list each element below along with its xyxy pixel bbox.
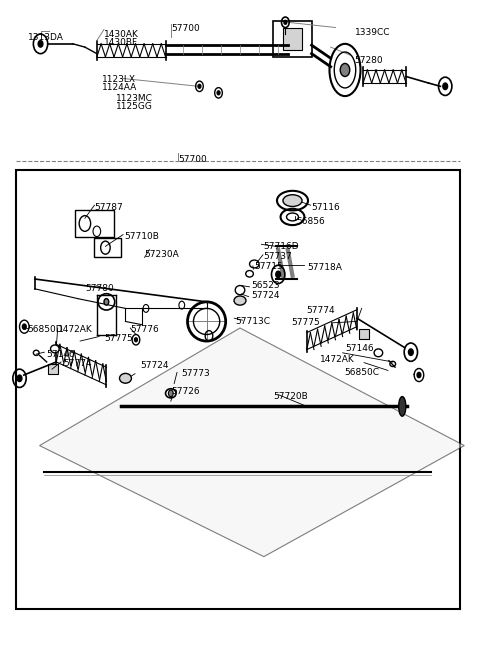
Text: 57230A: 57230A [144, 250, 180, 258]
Text: 57737: 57737 [263, 252, 292, 260]
Text: 57724: 57724 [141, 361, 169, 370]
Circle shape [104, 298, 109, 305]
Circle shape [276, 271, 281, 277]
Circle shape [284, 20, 287, 24]
Bar [48, 364, 58, 374]
Text: 1123MC: 1123MC [116, 94, 153, 102]
Text: 1124AA: 1124AA [102, 83, 137, 92]
Text: 57724: 57724 [251, 291, 279, 300]
Text: 57713C: 57713C [235, 317, 270, 326]
Circle shape [38, 41, 43, 47]
Text: 57715: 57715 [254, 262, 283, 271]
Text: 57146: 57146 [47, 350, 75, 359]
Ellipse shape [283, 195, 302, 207]
Text: 57700: 57700 [178, 155, 207, 164]
Text: 56850C: 56850C [344, 368, 379, 377]
Circle shape [134, 338, 137, 342]
Bar [274, 21, 312, 57]
Text: 1472AK: 1472AK [58, 325, 93, 334]
Circle shape [217, 91, 220, 95]
Circle shape [168, 390, 173, 397]
Circle shape [408, 349, 413, 356]
Text: 1339CC: 1339CC [355, 28, 390, 37]
Circle shape [443, 83, 447, 90]
Text: 57146: 57146 [345, 344, 373, 354]
Polygon shape [39, 328, 464, 557]
Text: 1472AK: 1472AK [320, 355, 355, 364]
Text: 1125GG: 1125GG [116, 102, 153, 111]
Text: 57773: 57773 [182, 369, 211, 379]
Ellipse shape [120, 373, 132, 383]
Text: 57116: 57116 [312, 203, 340, 212]
Circle shape [417, 373, 421, 378]
Text: 57710B: 57710B [124, 232, 159, 241]
Bar [360, 329, 369, 339]
Circle shape [340, 64, 350, 77]
Text: 56523: 56523 [251, 281, 280, 290]
Text: 57720B: 57720B [274, 392, 308, 401]
Text: 57775: 57775 [104, 334, 133, 343]
Ellipse shape [374, 349, 383, 357]
Circle shape [198, 85, 201, 89]
Text: 57726: 57726 [171, 387, 199, 396]
Text: 57716D: 57716D [263, 242, 299, 251]
Ellipse shape [234, 296, 246, 305]
Text: 57776: 57776 [130, 325, 159, 334]
Text: 57774: 57774 [63, 359, 92, 369]
Text: 1313DA: 1313DA [28, 33, 63, 42]
Bar [75, 211, 114, 237]
Text: 56856: 56856 [296, 217, 325, 226]
Ellipse shape [50, 345, 59, 353]
Text: 57700: 57700 [171, 24, 200, 33]
Text: 57774: 57774 [306, 306, 335, 315]
Text: 57787: 57787 [95, 203, 123, 212]
Text: 57280: 57280 [355, 56, 383, 65]
Bar [16, 170, 459, 609]
Circle shape [17, 375, 22, 382]
Text: 57780: 57780 [85, 284, 114, 293]
Text: 1123LX: 1123LX [102, 75, 136, 84]
Text: 57718A: 57718A [307, 264, 342, 272]
Bar [95, 238, 120, 257]
Circle shape [23, 324, 26, 329]
Ellipse shape [399, 397, 406, 416]
Text: 57775: 57775 [291, 318, 320, 327]
Text: 1430BF: 1430BF [104, 38, 138, 47]
Bar [283, 28, 302, 51]
Text: 1430AK: 1430AK [104, 30, 139, 39]
Text: 56850D: 56850D [28, 325, 63, 334]
